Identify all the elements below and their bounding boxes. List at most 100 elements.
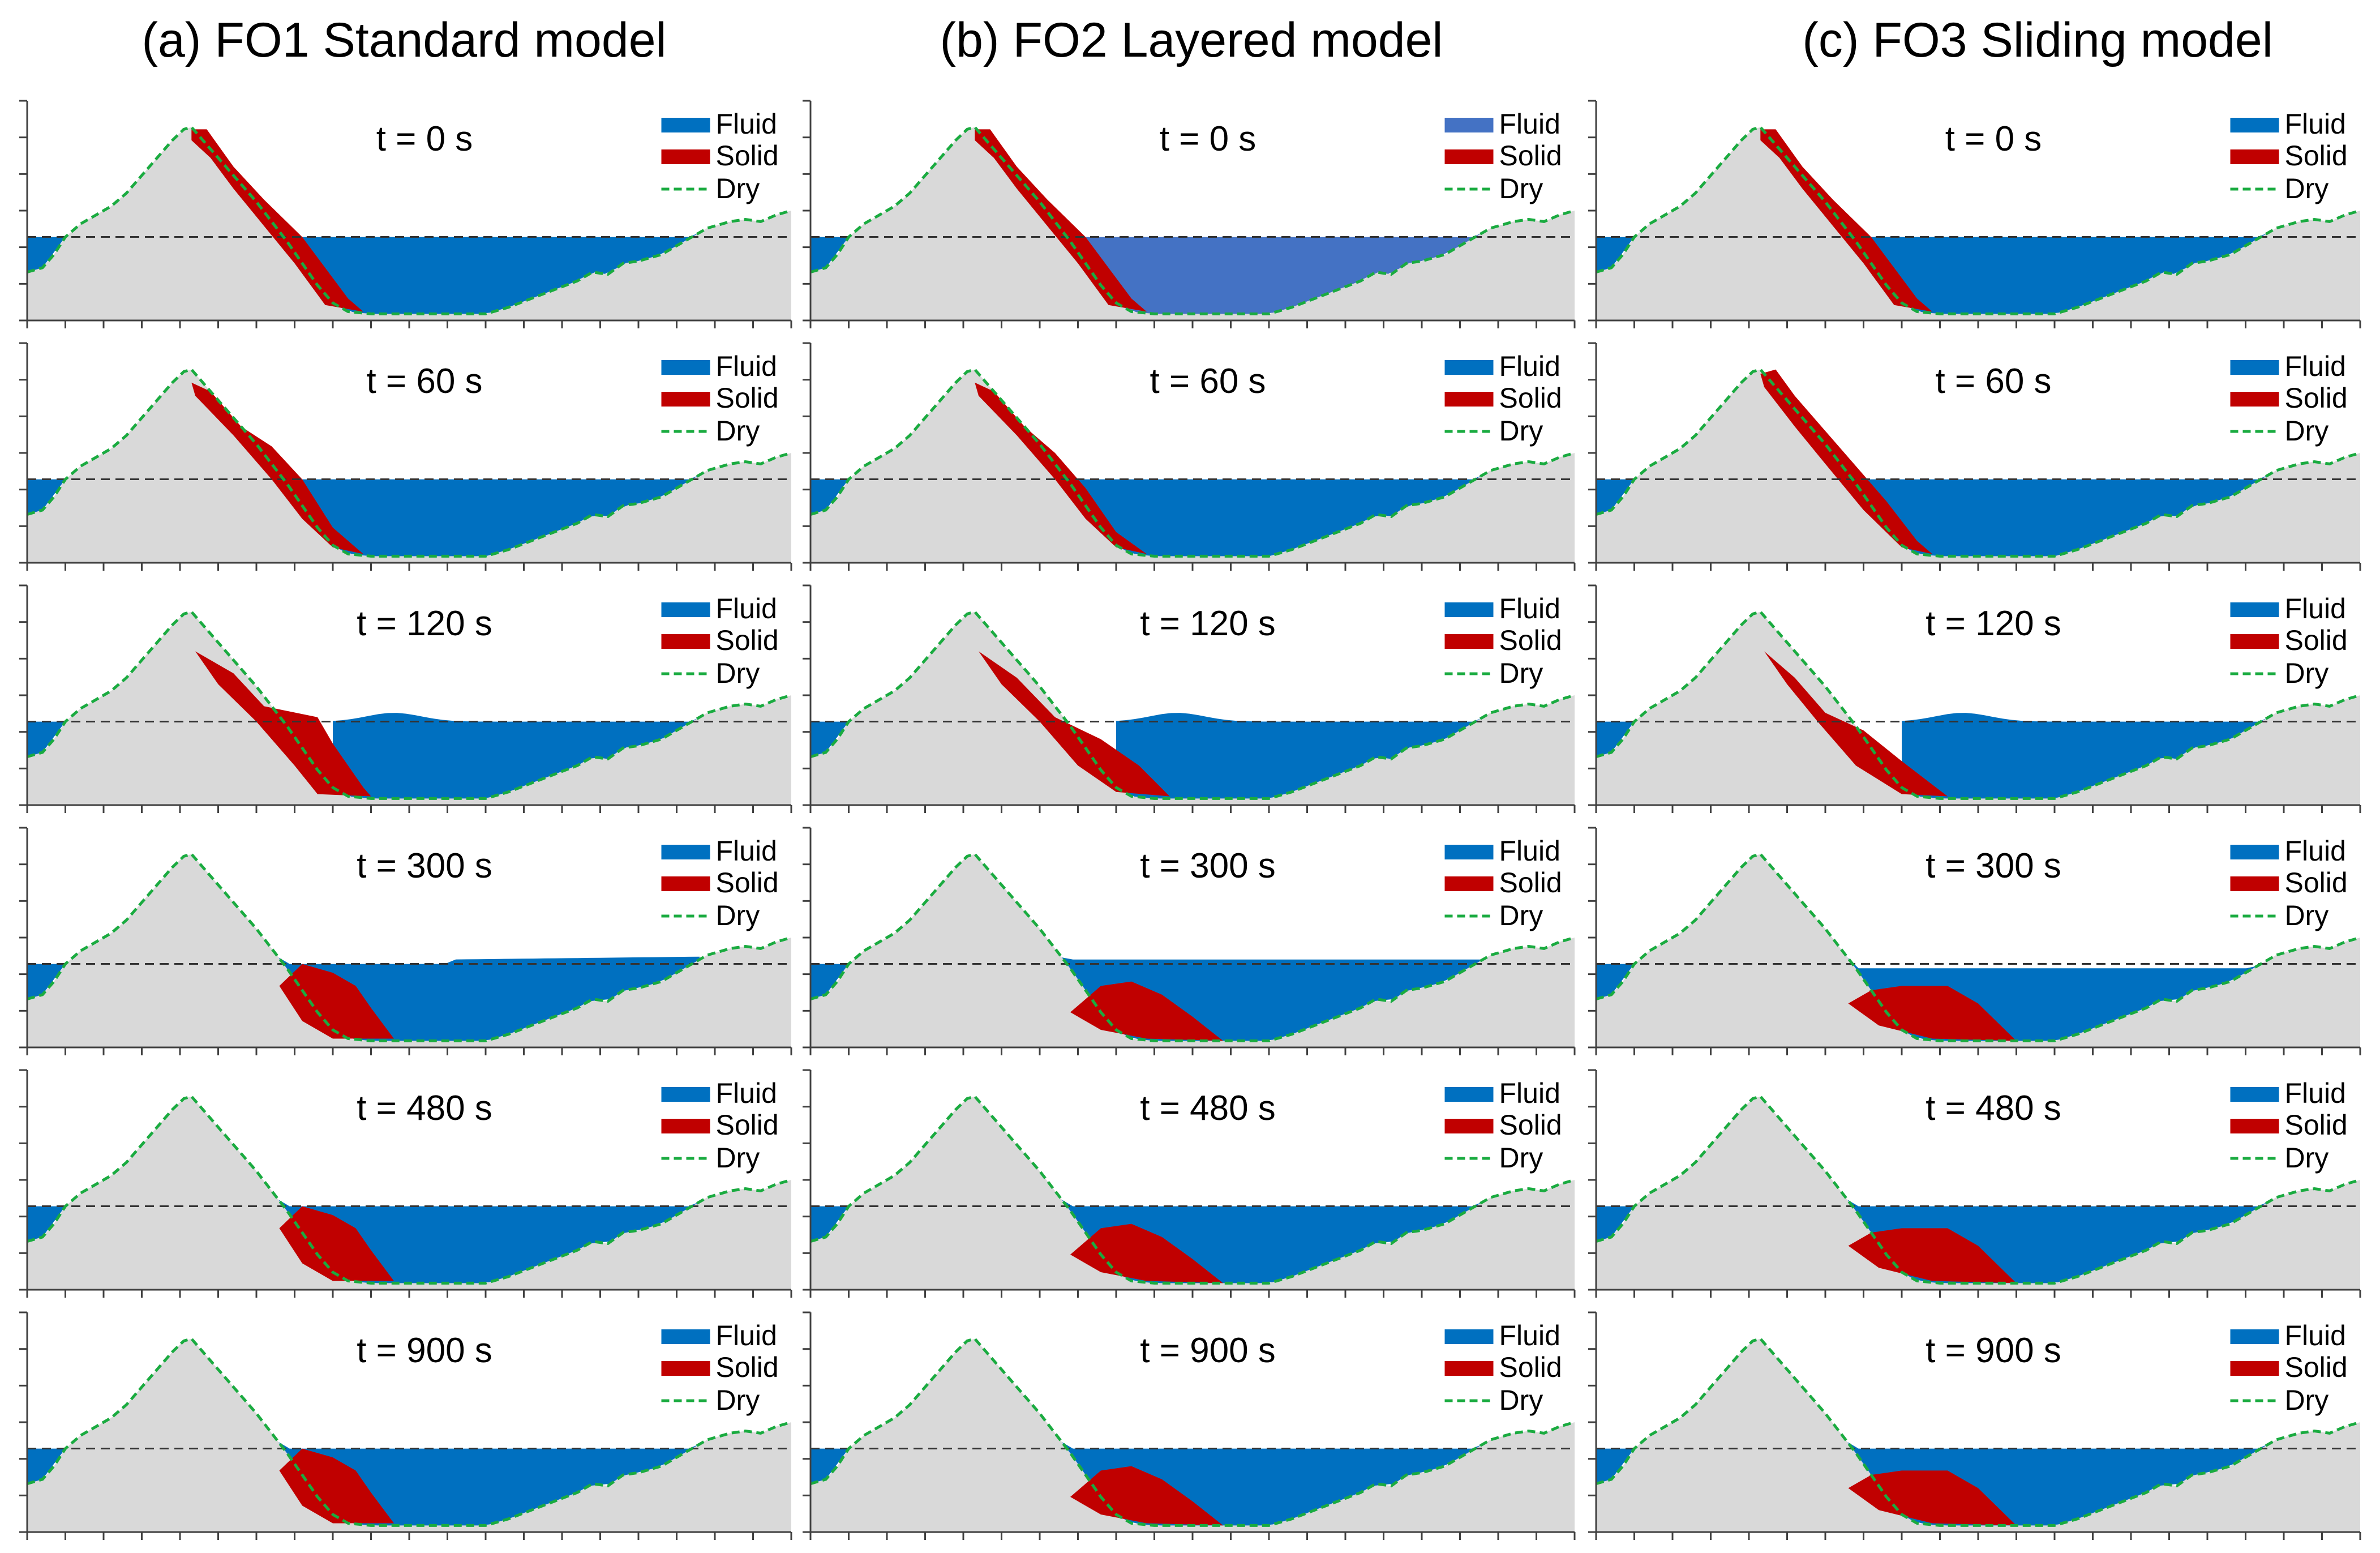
legend-fluid-label: Fluid: [2285, 835, 2346, 867]
legend-solid-label: Solid: [716, 382, 779, 414]
fluid-left-pool: [1596, 721, 1635, 757]
legend-fluid-label: Fluid: [2285, 1320, 2346, 1351]
fluid-left-pool: [1596, 1448, 1635, 1484]
time-label: t = 60 s: [1150, 362, 1266, 401]
legend-solid-label: Solid: [716, 624, 779, 656]
solid-mass: [279, 1206, 394, 1281]
dry-bed-line: [1596, 367, 2361, 558]
legend-fluid-label: Fluid: [1499, 350, 1560, 382]
fluid-lake: [1848, 231, 2268, 314]
fluid-left-pool: [811, 1448, 849, 1484]
dry-bed-line: [27, 1337, 792, 1527]
legend-solid-swatch: [661, 1361, 710, 1376]
time-label: t = 480 s: [357, 1089, 492, 1128]
terrain-area: [1596, 611, 2360, 805]
legend-fluid-label: Fluid: [716, 350, 777, 382]
legend-solid-label: Solid: [716, 140, 779, 172]
legend-fluid-swatch: [1444, 845, 1494, 859]
legend-fluid-label: Fluid: [716, 1320, 777, 1351]
solid-mass: [279, 1448, 394, 1524]
solid-mass: [1070, 1223, 1223, 1284]
terrain-area: [27, 127, 791, 320]
terrain-area: [811, 1338, 1575, 1532]
legend-fluid-swatch: [2230, 1087, 2279, 1102]
legend-solid-label: Solid: [2285, 140, 2348, 172]
legend-dry-label: Dry: [1499, 1142, 1543, 1174]
legend-fluid-label: Fluid: [716, 593, 777, 624]
legend-dry-label: Dry: [1499, 173, 1543, 204]
fluid-lake: [333, 713, 700, 799]
legend-solid-swatch: [1444, 149, 1494, 164]
fluid-lake: [1078, 474, 1483, 557]
legend-solid-label: Solid: [716, 1351, 779, 1383]
legend-solid-label: Solid: [2285, 1351, 2348, 1383]
fluid-left-pool: [27, 1448, 66, 1484]
legend-fluid-swatch: [1444, 602, 1494, 617]
legend-solid-swatch: [1444, 634, 1494, 649]
legend-solid-swatch: [1444, 876, 1494, 891]
legend-solid-label: Solid: [1499, 382, 1562, 414]
terrain-area: [811, 1096, 1575, 1290]
terrain-area: [811, 127, 1575, 320]
legend-dry-label: Dry: [1499, 415, 1543, 447]
dry-bed-line: [810, 852, 1575, 1042]
dry-bed-line: [1596, 1337, 2361, 1527]
fluid-left-pool: [27, 237, 66, 272]
column-title-b: (b) FO2 Layered model: [940, 13, 1443, 67]
terrain-area: [1596, 1096, 2360, 1290]
legend-solid-swatch: [2230, 149, 2279, 164]
fluid-left-pool: [27, 721, 66, 757]
terrain-area: [1596, 854, 2360, 1047]
legend-dry-label: Dry: [2285, 1384, 2329, 1416]
terrain-area: [27, 1338, 791, 1532]
legend-fluid-label: Fluid: [716, 835, 777, 867]
fluid-left-pool: [1596, 1206, 1635, 1242]
legend-solid-swatch: [1444, 1361, 1494, 1376]
legend-solid-label: Solid: [716, 867, 779, 899]
time-label: t = 120 s: [1926, 604, 2061, 643]
legend-dry-label: Dry: [716, 415, 760, 447]
legend-dry-label: Dry: [2285, 415, 2329, 447]
legend-fluid-swatch: [2230, 845, 2279, 859]
terrain-area: [1596, 127, 2360, 320]
fluid-lake: [279, 231, 700, 314]
time-label: t = 300 s: [357, 846, 492, 885]
fluid-left-pool: [811, 964, 849, 999]
legend-solid-swatch: [1444, 392, 1494, 407]
fluid-left-pool: [811, 479, 849, 515]
dry-bed-line: [27, 367, 792, 558]
fluid-left-pool: [1596, 964, 1635, 999]
legend-fluid-swatch: [2230, 1329, 2279, 1344]
terrain-area: [811, 854, 1575, 1047]
legend-solid-label: Solid: [1499, 1109, 1562, 1141]
column-titles: (a) FO1 Standard model (b) FO2 Layered m…: [141, 13, 2272, 67]
dry-bed-line: [1596, 852, 2361, 1042]
legend-solid-label: Solid: [2285, 1109, 2348, 1141]
solid-mass: [279, 964, 394, 1039]
fluid-lake: [1116, 713, 1483, 799]
legend-fluid-label: Fluid: [1499, 1320, 1560, 1351]
legend-fluid-swatch: [661, 1329, 710, 1344]
legend-dry-label: Dry: [2285, 1142, 2329, 1174]
time-label: t = 480 s: [1926, 1089, 2061, 1128]
legend-solid-swatch: [2230, 392, 2279, 407]
legend-solid-label: Solid: [716, 1109, 779, 1141]
legend-fluid-swatch: [2230, 118, 2279, 132]
fluid-lake: [1863, 474, 2268, 557]
dry-bed-line: [810, 1094, 1575, 1285]
legend-fluid-label: Fluid: [2285, 350, 2346, 382]
fluid-left-pool: [811, 721, 849, 757]
legend-solid-swatch: [2230, 634, 2279, 649]
solid-mass: [1070, 981, 1223, 1041]
legend-fluid-swatch: [2230, 360, 2279, 375]
legend-fluid-swatch: [661, 360, 710, 375]
time-label: t = 300 s: [1140, 846, 1276, 885]
